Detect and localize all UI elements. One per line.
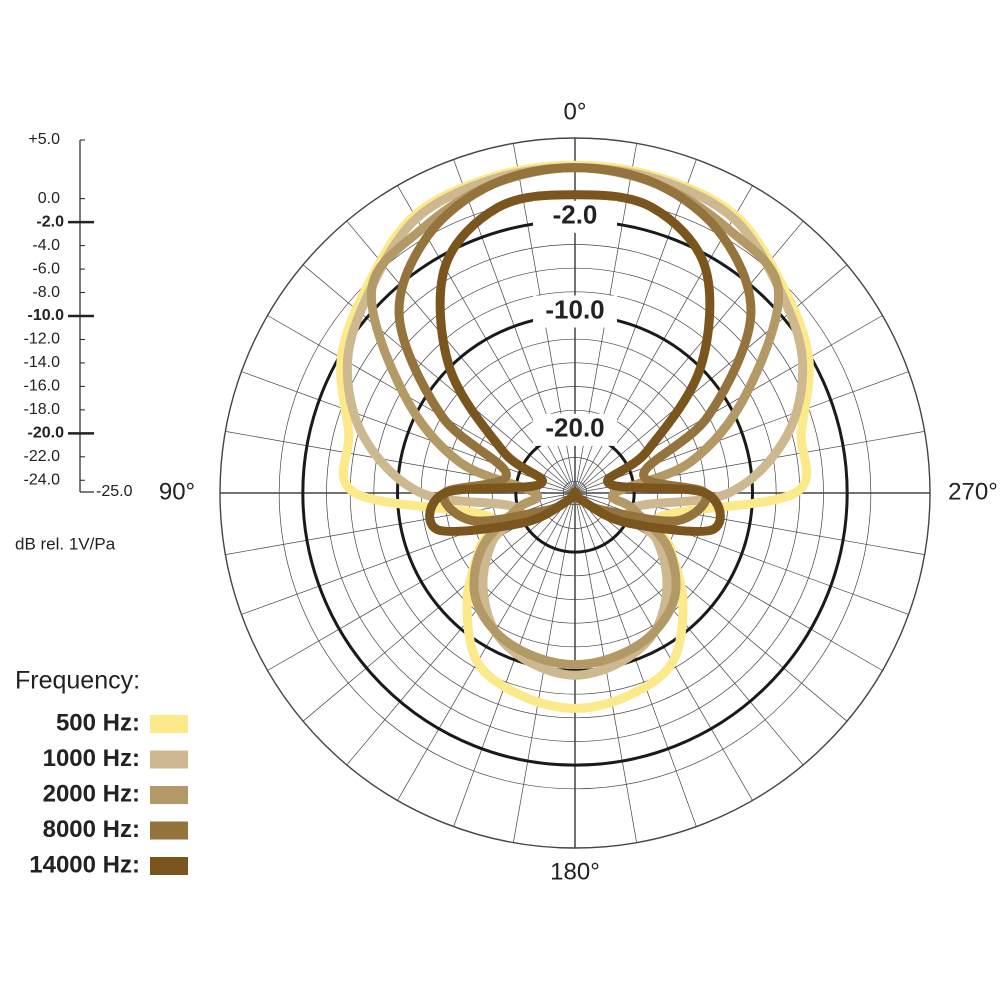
- legend-swatch: [150, 715, 188, 733]
- grid-ring: [219, 137, 931, 849]
- polar-curve: [336, 160, 814, 713]
- angle-label: 180°: [550, 858, 600, 885]
- grid-ring: [373, 291, 777, 695]
- legend-swatch: [150, 786, 188, 804]
- legend-label: 14000 Hz:: [29, 851, 140, 878]
- ring-label-bg: [533, 200, 617, 233]
- legend-title: Frequency:: [15, 667, 140, 695]
- legend-swatch: [150, 750, 188, 769]
- ring-label: -10.0: [545, 294, 604, 324]
- ring-label-bg: [533, 413, 617, 446]
- polar-curve: [342, 163, 808, 680]
- r-axis-tick-label: -18.0: [24, 401, 61, 418]
- grid-ring: [491, 409, 659, 577]
- r-axis-tick-label: -8.0: [32, 284, 60, 301]
- r-axis-tick-label: -12.0: [24, 331, 61, 348]
- legend-swatch: [150, 857, 188, 875]
- legend-label: 500 Hz:: [56, 709, 140, 736]
- legend-label: 1000 Hz:: [43, 745, 140, 772]
- ring-label: -20.0: [545, 413, 604, 443]
- legend-swatch: [150, 821, 188, 840]
- r-axis-label: dB rel. 1V/Pa: [15, 534, 116, 553]
- r-axis-tick-label: -14.0: [24, 354, 61, 371]
- legend-label: 2000 Hz:: [43, 780, 140, 807]
- legend-label: 8000 Hz:: [43, 816, 140, 843]
- r-axis-tick-label: -2.0: [36, 213, 64, 230]
- angle-label: 90°: [159, 478, 195, 505]
- grid-ring: [562, 480, 588, 506]
- angle-label: 270°: [948, 478, 998, 505]
- polar-curve: [425, 190, 725, 536]
- angle-label: 0°: [564, 98, 587, 125]
- r-axis-tick-label: -22.0: [24, 448, 61, 465]
- r-axis-tick-label: +5.0: [28, 131, 60, 148]
- ring-label: -2.0: [553, 200, 598, 230]
- grid-ring: [326, 244, 824, 742]
- r-axis-tick-label: -24.0: [24, 471, 61, 488]
- r-axis-tick-label: -10.0: [28, 307, 65, 324]
- r-axis-tick-label: -4.0: [32, 237, 60, 254]
- ring-label-bg: [533, 295, 617, 328]
- r-axis-tick-label: 0.0: [38, 190, 60, 207]
- r-axis-tick-label: -16.0: [24, 378, 61, 395]
- r-axis-tick-label: -20.0: [28, 425, 65, 442]
- r-axis-tick-label: -25.0: [96, 483, 133, 500]
- polar-curve: [366, 163, 784, 670]
- r-axis-tick-label: -6.0: [32, 260, 60, 277]
